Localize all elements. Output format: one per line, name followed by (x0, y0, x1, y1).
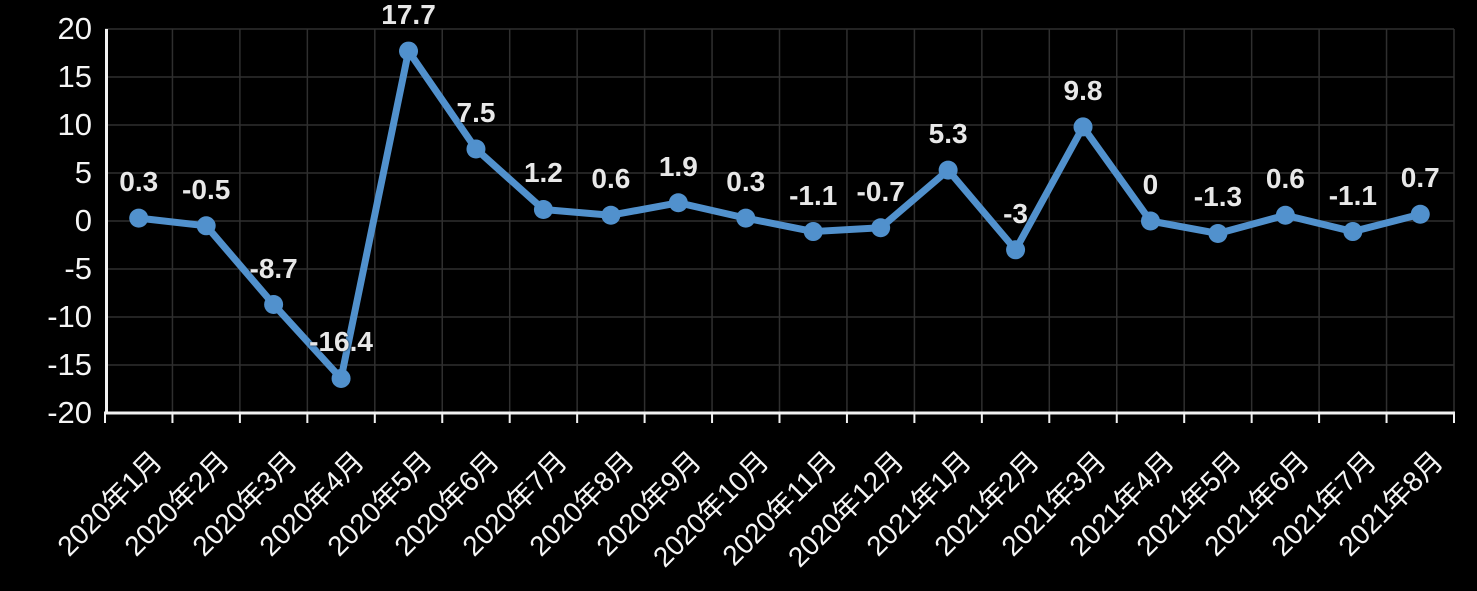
y-axis-tick-label: 5 (74, 155, 92, 190)
data-point-label: 5.3 (928, 118, 968, 150)
data-point-marker (466, 139, 486, 159)
data-point-label: 0.7 (1400, 162, 1440, 194)
y-axis-tick-label: 10 (57, 107, 92, 142)
data-point-marker (668, 193, 688, 213)
data-point-label: -0.7 (856, 175, 905, 207)
data-point-label: 17.7 (381, 0, 436, 31)
data-point-marker (1140, 211, 1160, 231)
data-point-marker (533, 199, 553, 219)
data-point-marker (1410, 204, 1430, 224)
data-point-label: -0.5 (182, 173, 231, 205)
y-axis-tick-label: -5 (64, 251, 92, 286)
y-axis-tick-label: -15 (47, 347, 92, 382)
data-point-marker (1006, 240, 1026, 260)
y-axis-tick-label: -10 (47, 299, 92, 334)
data-point-label: -1.1 (789, 179, 838, 211)
data-point-marker (1208, 223, 1228, 243)
data-point-marker (331, 368, 351, 388)
data-point-label: 1.9 (658, 150, 698, 182)
data-point-marker (399, 41, 419, 61)
data-point-label: -3 (1003, 197, 1029, 229)
data-point-label: 0.6 (591, 163, 631, 195)
y-axis-tick-label: -20 (47, 395, 92, 430)
data-point-marker (196, 216, 216, 236)
data-point-marker (601, 205, 621, 225)
y-axis-tick-label: 15 (57, 59, 92, 94)
data-point-marker (736, 208, 756, 228)
data-line (135, 47, 1424, 382)
data-point-label: 0.3 (726, 166, 766, 198)
data-point-label: 7.5 (456, 97, 496, 128)
data-point-marker (129, 208, 149, 228)
data-point-marker (871, 218, 891, 238)
data-point-label: -16.4 (309, 326, 373, 358)
data-point-marker (803, 222, 823, 242)
data-point-marker (938, 160, 958, 180)
data-point-marker (1073, 117, 1093, 137)
data-point-label: 9.8 (1063, 74, 1103, 106)
y-axis-tick-label: 0 (74, 203, 92, 238)
data-point-label: 1.2 (523, 157, 563, 189)
data-point-label: -1.1 (1328, 179, 1377, 211)
data-point-label: -1.3 (1193, 181, 1243, 213)
data-point-marker (1343, 222, 1363, 242)
data-point-marker (264, 295, 284, 315)
data-point-label: 0.6 (1265, 163, 1305, 195)
data-point-label: 0 (1142, 169, 1159, 200)
data-point-marker (1275, 205, 1295, 225)
data-point-label: -8.7 (249, 252, 298, 284)
y-axis-tick-label: 20 (57, 11, 92, 46)
data-point-label: 0.3 (119, 166, 159, 198)
